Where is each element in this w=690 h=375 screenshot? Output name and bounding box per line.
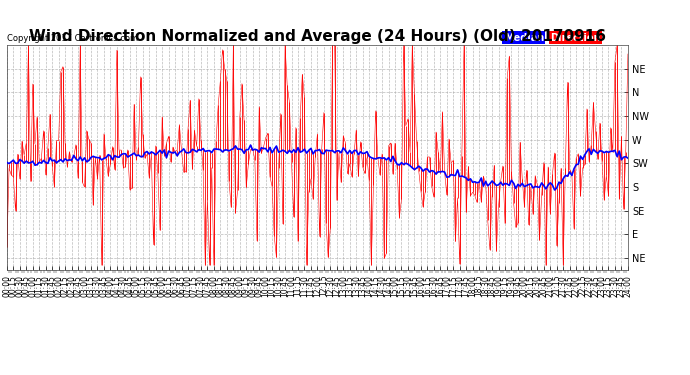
Text: Copyright 2017 Cartronics.com: Copyright 2017 Cartronics.com xyxy=(7,34,138,43)
Text: Median: Median xyxy=(504,33,544,43)
Text: Direction: Direction xyxy=(551,33,601,43)
Title: Wind Direction Normalized and Average (24 Hours) (Old) 20170916: Wind Direction Normalized and Average (2… xyxy=(29,29,606,44)
